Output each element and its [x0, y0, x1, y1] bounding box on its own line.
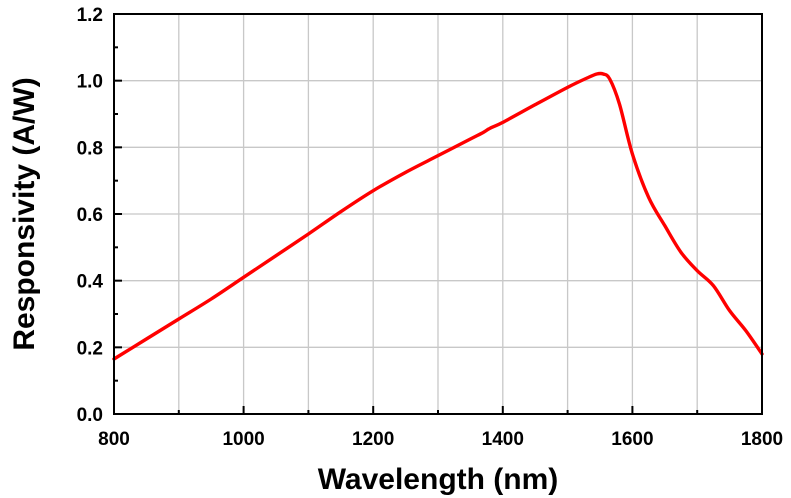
x-tick-label: 1600 [611, 429, 653, 450]
y-tick-label: 1.0 [77, 72, 103, 93]
y-tick-label: 0.4 [77, 272, 104, 293]
y-tick-label: 0.6 [77, 205, 103, 226]
series-line-responsivity [112, 71, 764, 361]
x-tick-label: 1200 [352, 429, 394, 450]
series-layer [112, 71, 764, 361]
axes [113, 13, 763, 415]
tick-labels: 800 1000 1200 1400 1600 1800 0.0 0.2 0.4 0.6 0.8 1.… [77, 5, 784, 450]
x-tick-label: 1000 [222, 429, 264, 450]
y-axis-title: Responsivity (A/W) [8, 77, 41, 350]
x-axis-title: Wavelength (nm) [318, 463, 559, 496]
y-tick-label: 1.2 [77, 5, 103, 26]
y-tick-label: 0.2 [77, 338, 103, 359]
x-tick-label: 1400 [482, 429, 524, 450]
x-tick-label: 1800 [741, 429, 783, 450]
grid [114, 14, 762, 414]
y-tick-label: 0.0 [77, 405, 103, 426]
y-tick-label: 0.8 [77, 138, 103, 159]
x-tick-label: 800 [98, 429, 130, 450]
